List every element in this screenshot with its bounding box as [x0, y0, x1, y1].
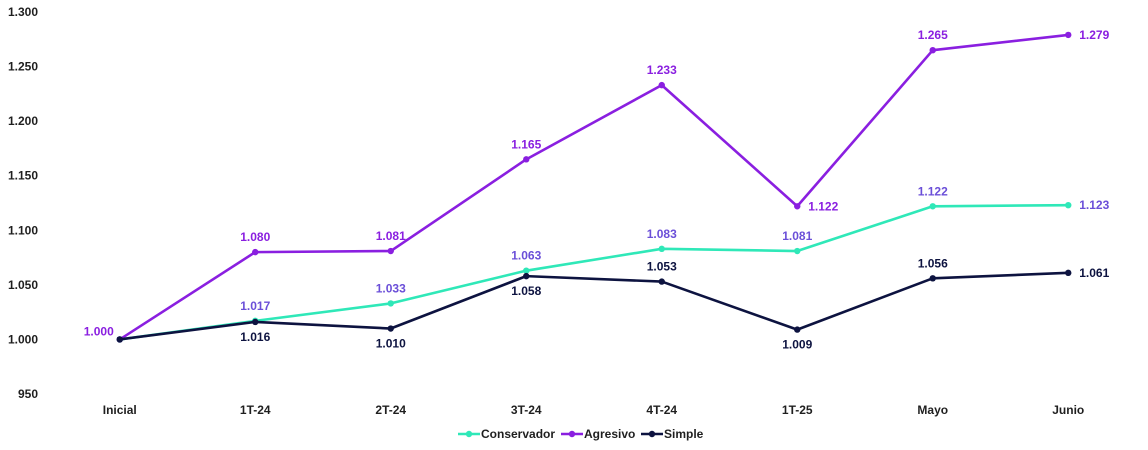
data-label: 1.033 — [376, 281, 406, 295]
data-point — [658, 278, 665, 285]
y-tick-label: 1.300 — [8, 5, 38, 19]
y-tick-label: 1.200 — [8, 114, 38, 128]
x-tick-label: Junio — [1052, 403, 1084, 417]
data-label: 1.122 — [808, 199, 838, 213]
legend-item-simple: Simple — [641, 427, 704, 441]
data-point — [387, 247, 394, 255]
data-label: 1.053 — [647, 260, 677, 274]
data-label: 1.058 — [511, 284, 541, 298]
data-labels: 1.017 1.033 1.063 1.083 1.081 1.122 1.123 1.000… — [84, 28, 1110, 352]
data-point — [523, 272, 530, 280]
data-point — [658, 81, 665, 89]
x-tick-label: 1T-25 — [782, 403, 813, 417]
data-point — [794, 247, 801, 255]
y-tick-label: 1.150 — [8, 169, 38, 183]
data-label: 1.017 — [240, 299, 270, 313]
data-label: 1.010 — [376, 337, 406, 351]
y-tick-label: 950 — [18, 387, 38, 401]
data-label: 1.080 — [240, 230, 270, 244]
data-label: 1.000 — [84, 324, 114, 338]
data-point — [929, 47, 936, 54]
series-line — [118, 203, 1070, 341]
data-point — [1065, 201, 1072, 209]
legend-marker — [568, 430, 576, 438]
data-label: 1.123 — [1079, 198, 1109, 212]
legend-marker — [465, 430, 473, 438]
data-point — [929, 203, 936, 210]
data-point — [523, 156, 530, 163]
data-label: 1.083 — [647, 227, 677, 241]
x-tick-label: 3T-24 — [511, 403, 542, 417]
data-label: 1.265 — [918, 28, 948, 42]
data-point — [387, 325, 394, 332]
x-tick-label: Mayo — [917, 403, 948, 417]
data-label: 1.016 — [240, 330, 270, 344]
x-axis: Inicial 1T-24 2T-24 3T-24 4T-24 1T-25 Mayo Juni… — [103, 403, 1085, 417]
legend-item-conservador: Conservador — [458, 427, 555, 441]
series-simple — [116, 269, 1072, 343]
y-axis: 950 1.000 1.050 1.100 1.150 1.200 1.250 1.300 — [8, 5, 38, 401]
data-point — [252, 318, 259, 326]
legend-label: Agresivo — [584, 427, 635, 441]
data-point — [252, 248, 259, 256]
series-line — [118, 33, 1070, 341]
data-point — [116, 336, 123, 343]
data-label: 1.063 — [511, 249, 541, 263]
data-label: 1.081 — [376, 229, 406, 243]
legend-label: Conservador — [481, 427, 555, 441]
data-label: 1.056 — [918, 256, 948, 270]
legend-marker — [648, 430, 656, 438]
data-label: 1.233 — [647, 63, 677, 77]
data-point — [387, 300, 394, 307]
data-point — [1065, 269, 1072, 277]
data-label: 1.061 — [1079, 266, 1109, 280]
data-label: 1.009 — [782, 338, 812, 352]
data-point — [929, 275, 936, 282]
legend: Conservador Agresivo Simple — [458, 427, 704, 441]
data-point — [658, 245, 665, 253]
series-conservador — [116, 201, 1072, 343]
series-line — [118, 271, 1070, 341]
data-label: 1.279 — [1079, 28, 1109, 42]
data-point — [523, 267, 530, 274]
x-tick-label: 1T-24 — [240, 403, 271, 417]
y-tick-label: 1.050 — [8, 278, 38, 292]
data-point — [794, 326, 801, 333]
y-tick-label: 1.000 — [8, 332, 38, 346]
x-tick-label: 2T-24 — [375, 403, 406, 417]
series-group — [116, 31, 1072, 343]
y-tick-label: 1.250 — [8, 60, 38, 74]
y-tick-label: 1.100 — [8, 223, 38, 237]
data-point — [794, 203, 801, 210]
data-label: 1.165 — [511, 137, 541, 151]
data-label: 1.122 — [918, 184, 948, 198]
data-point — [1065, 31, 1072, 39]
data-label: 1.081 — [782, 229, 812, 243]
legend-label: Simple — [664, 427, 704, 441]
x-tick-label: 4T-24 — [646, 403, 677, 417]
legend-item-agresivo: Agresivo — [561, 427, 635, 441]
x-tick-label: Inicial — [103, 403, 137, 417]
